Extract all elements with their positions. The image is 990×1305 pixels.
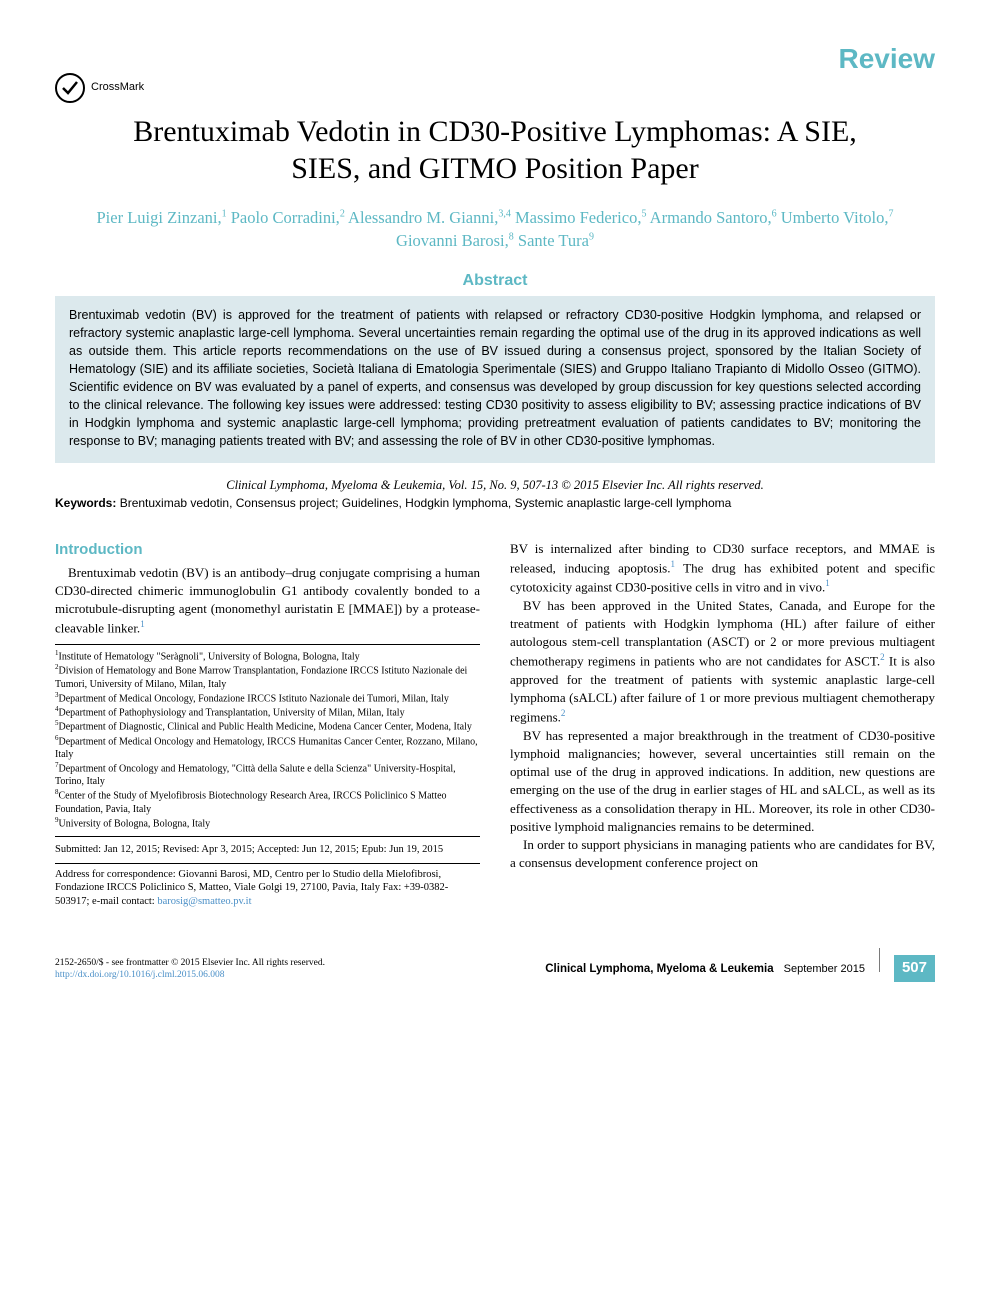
- abstract-heading: Abstract: [55, 270, 935, 292]
- abstract-text: Brentuximab vedotin (BV) is approved for…: [55, 296, 935, 463]
- review-label: Review: [839, 40, 936, 78]
- affiliation-7: 7Department of Oncology and Hematology, …: [55, 761, 480, 788]
- affiliation-divider-bot: [55, 863, 480, 864]
- affiliation-divider-mid: [55, 836, 480, 837]
- correspondence-email[interactable]: barosig@smatteo.pv.it: [157, 896, 251, 907]
- intro-para-right-2: BV has represented a major breakthrough …: [510, 727, 935, 836]
- keywords-label: Keywords:: [55, 496, 116, 510]
- affiliation-4: 4Department of Pathophysiology and Trans…: [55, 705, 480, 719]
- footer-copyright: 2152-2650/$ - see frontmatter © 2015 Els…: [55, 957, 325, 969]
- affiliation-6: 6Department of Medical Oncology and Hema…: [55, 734, 480, 761]
- correspondence-block: Address for correspondence: Giovanni Bar…: [55, 868, 480, 909]
- footer-page-number: 507: [894, 955, 935, 981]
- paper-title: Brentuximab Vedotin in CD30-Positive Lym…: [115, 113, 875, 188]
- page-footer: 2152-2650/$ - see frontmatter © 2015 Els…: [55, 948, 935, 981]
- citation-line: Clinical Lymphoma, Myeloma & Leukemia, V…: [55, 477, 935, 494]
- left-column: Introduction Brentuximab vedotin (BV) is…: [55, 540, 480, 909]
- right-column: BV is internalized after binding to CD30…: [510, 540, 935, 909]
- intro-para-right-3: In order to support physicians in managi…: [510, 836, 935, 872]
- intro-para-right-0: BV is internalized after binding to CD30…: [510, 540, 935, 597]
- affiliation-1: 1Institute of Hematology "Seràgnoli", Un…: [55, 649, 480, 663]
- footer-journal: Clinical Lymphoma, Myeloma & Leukemia: [545, 962, 773, 978]
- affiliation-2: 2Division of Hematology and Bone Marrow …: [55, 663, 480, 690]
- keywords-line: Keywords: Brentuximab vedotin, Consensus…: [55, 495, 935, 511]
- affiliation-divider-top: [55, 644, 480, 645]
- introduction-heading: Introduction: [55, 540, 480, 560]
- footer-separator: [879, 948, 880, 972]
- affiliation-3: 3Department of Medical Oncology, Fondazi…: [55, 691, 480, 705]
- footer-left: 2152-2650/$ - see frontmatter © 2015 Els…: [55, 957, 325, 982]
- intro-para-right-1: BV has been approved in the United State…: [510, 597, 935, 727]
- crossmark-text: CrossMark: [91, 80, 144, 95]
- footer-date: September 2015: [784, 962, 865, 977]
- crossmark-badge[interactable]: CrossMark: [55, 73, 935, 103]
- submitted-dates: Submitted: Jan 12, 2015; Revised: Apr 3,…: [55, 843, 480, 857]
- affiliation-8: 8Center of the Study of Myelofibrosis Bi…: [55, 788, 480, 815]
- intro-para-left-0: Brentuximab vedotin (BV) is an antibody–…: [55, 564, 480, 638]
- affiliation-9: 9University of Bologna, Bologna, Italy: [55, 816, 480, 830]
- affiliations-block: 1Institute of Hematology "Seràgnoli", Un…: [55, 649, 480, 830]
- affiliation-5: 5Department of Diagnostic, Clinical and …: [55, 719, 480, 733]
- author-list: Pier Luigi Zinzani,1 Paolo Corradini,2 A…: [85, 206, 905, 252]
- crossmark-icon: [55, 73, 85, 103]
- footer-right: Clinical Lymphoma, Myeloma & Leukemia Se…: [545, 948, 935, 981]
- footer-doi[interactable]: http://dx.doi.org/10.1016/j.clml.2015.06…: [55, 969, 325, 981]
- keywords-text: Brentuximab vedotin, Consensus project; …: [116, 496, 731, 510]
